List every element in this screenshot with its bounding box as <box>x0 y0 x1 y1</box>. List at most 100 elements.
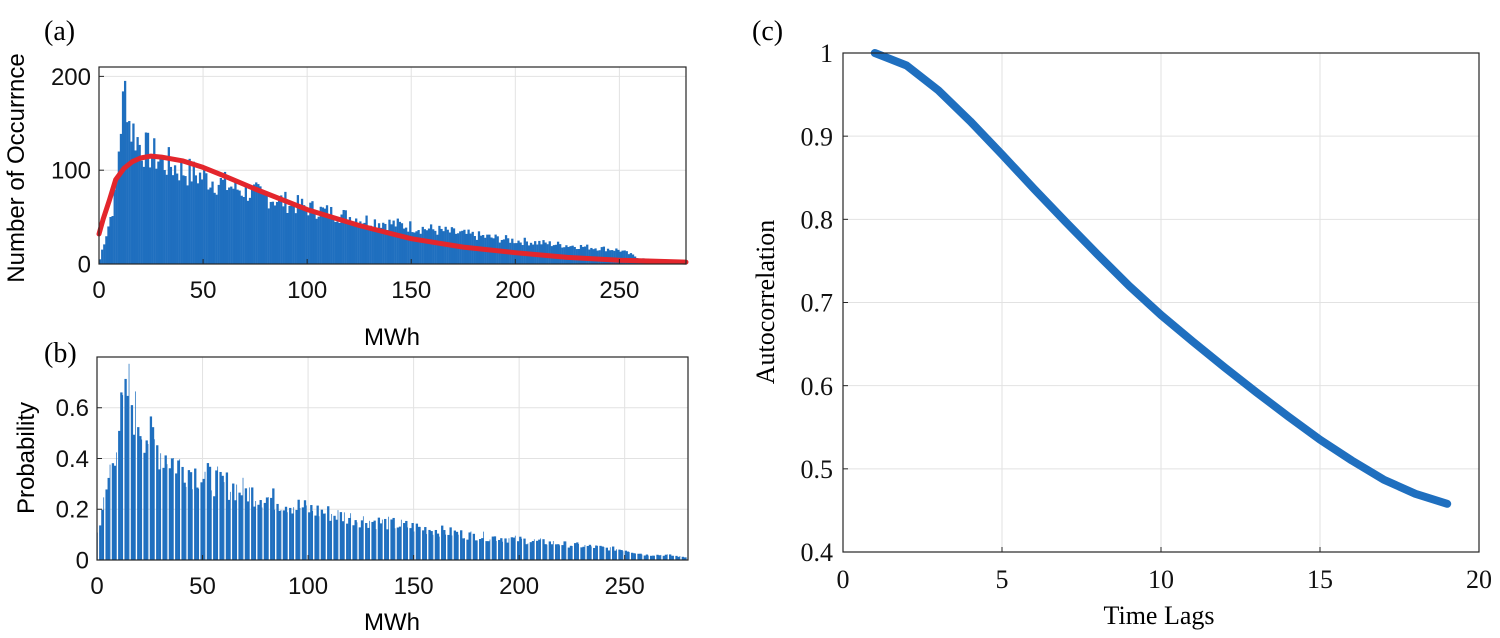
histogram-bar <box>288 205 291 264</box>
histogram-bar <box>130 141 133 264</box>
histogram-bar <box>363 222 366 264</box>
histogram-bar <box>103 244 106 264</box>
histogram-bar <box>298 206 302 264</box>
histogram-bar <box>259 500 262 560</box>
histogram-bar <box>295 509 298 560</box>
histogram-bar <box>468 532 471 560</box>
y-tick-label: 1 <box>820 39 833 68</box>
histogram-bar <box>382 222 385 264</box>
histogram-bar <box>419 233 422 264</box>
histogram-bar <box>121 91 125 264</box>
histogram-bar <box>536 540 539 560</box>
histogram-bar <box>679 556 681 560</box>
histogram-bar <box>413 232 416 264</box>
histogram-bar <box>628 552 630 560</box>
histogram-bar <box>506 542 509 560</box>
histogram-bar <box>257 184 260 264</box>
histogram-bar <box>227 499 231 560</box>
histogram-bar <box>669 554 672 560</box>
histogram-bar <box>362 516 364 560</box>
histogram-bar <box>586 244 589 264</box>
histogram-bar <box>403 523 406 560</box>
histogram-bar <box>148 167 152 264</box>
histogram-bar <box>246 200 250 264</box>
histogram-bar <box>407 231 410 264</box>
panel-c-autocorrelation: (c) 0 5 10 15 20 0.4 0.5 0.6 0.7 0.8 0.9 1 Time La… <box>751 16 1492 630</box>
histogram-bar <box>556 241 560 264</box>
histogram-bar <box>179 459 181 560</box>
histogram-bar <box>171 175 175 264</box>
histogram-bar <box>384 223 387 264</box>
histogram-bar <box>631 552 634 560</box>
histogram-bar <box>519 536 522 560</box>
histogram-bar <box>441 525 444 560</box>
histogram-bar <box>432 534 434 560</box>
histogram-bar <box>109 464 111 560</box>
histogram-bar <box>255 182 258 264</box>
histogram-bar <box>330 206 333 264</box>
histogram-bar <box>576 542 579 560</box>
x-tick-label: 100 <box>287 277 327 304</box>
histogram-bar <box>274 509 276 560</box>
histogram-bar <box>261 189 264 264</box>
histogram-bar <box>417 230 420 264</box>
histogram-bar <box>567 547 570 560</box>
x-tick-label: 0 <box>92 277 105 304</box>
histogram-bar <box>202 478 205 560</box>
histogram-bar <box>211 181 214 264</box>
histogram-bar <box>617 249 620 264</box>
histogram-bar <box>425 230 429 264</box>
histogram-bar <box>196 183 200 264</box>
histogram-bar <box>377 517 381 560</box>
x-tick-label: 5 <box>996 565 1009 594</box>
histogram-bar <box>296 195 300 264</box>
histogram-bar <box>153 439 155 560</box>
histogram-bar <box>173 165 177 264</box>
histogram-bar <box>440 228 443 264</box>
histogram-bar <box>533 539 535 560</box>
histogram-bar <box>434 529 438 560</box>
histogram-bar <box>311 201 314 264</box>
histogram-bar <box>664 554 668 560</box>
histogram-bar <box>238 492 241 560</box>
histogram-bar <box>229 491 231 560</box>
panel-a-y-tick-labels: 0 100 200 <box>51 64 91 279</box>
panel-b-axes <box>96 356 689 561</box>
histogram-bar <box>398 221 402 264</box>
histogram-bar <box>612 546 615 560</box>
histogram-bar <box>244 488 248 560</box>
histogram-bar <box>384 518 387 560</box>
histogram-bar <box>213 192 216 264</box>
histogram-bar <box>204 471 206 560</box>
histogram-bar <box>434 230 437 264</box>
histogram-bar <box>614 550 617 560</box>
histogram-bar <box>417 526 421 560</box>
histogram-bar <box>142 166 145 264</box>
histogram-bar <box>99 525 102 560</box>
histogram-bar <box>165 174 168 264</box>
histogram-bar <box>464 538 466 560</box>
histogram-bar <box>379 523 383 560</box>
histogram-bar <box>170 458 174 560</box>
histogram-bar <box>210 490 212 560</box>
histogram-bar <box>305 208 308 264</box>
histogram-bar <box>305 505 307 560</box>
histogram-bar <box>198 488 200 560</box>
histogram-bar <box>623 250 626 264</box>
histogram-bar <box>411 523 414 560</box>
histogram-bar <box>109 216 112 264</box>
histogram-bar <box>188 158 191 264</box>
histogram-bar <box>565 541 567 560</box>
histogram-bar <box>443 530 446 560</box>
y-tick-label: 0 <box>78 251 91 278</box>
histogram-bar <box>101 249 104 264</box>
histogram-bar <box>504 538 507 560</box>
histogram-bar <box>400 519 402 560</box>
x-tick-label: 0 <box>90 573 103 600</box>
histogram-bar <box>683 557 687 560</box>
histogram-bar <box>386 230 389 264</box>
histogram-bar <box>352 221 356 264</box>
histogram-bar <box>200 482 203 560</box>
x-tick-label: 50 <box>189 573 216 600</box>
histogram-bar <box>339 512 343 560</box>
